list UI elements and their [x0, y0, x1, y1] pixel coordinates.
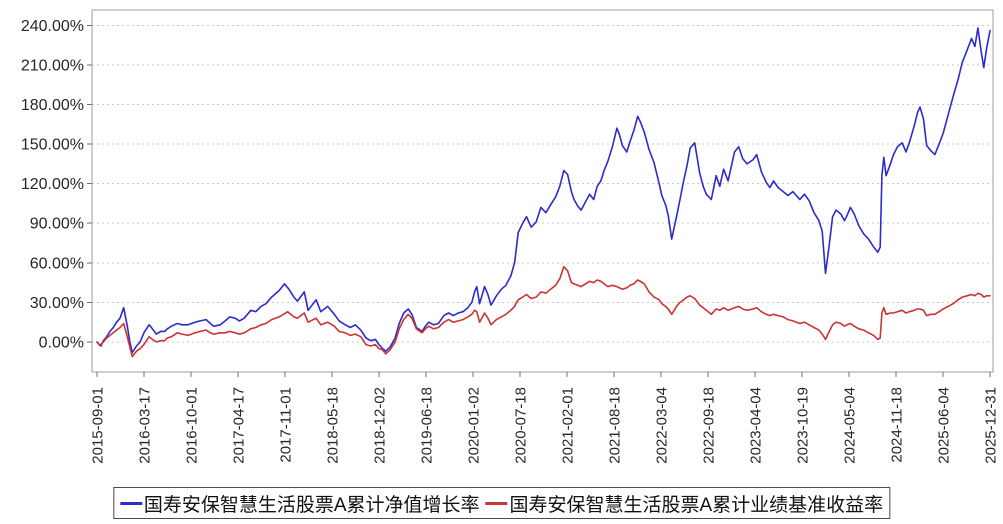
- y-axis-tick-label: 210.00%: [21, 57, 84, 74]
- y-axis-tick-label: 120.00%: [21, 176, 84, 193]
- y-axis-tick-label: 60.00%: [30, 255, 84, 272]
- y-axis-tick-label: 0.00%: [39, 335, 84, 352]
- x-axis-tick-label: 2015-09-01: [90, 387, 107, 464]
- legend-label-nav-growth: 国寿安保智慧生活股票A累计净值增长率: [143, 494, 480, 516]
- legend-line-sample-red: [485, 501, 508, 505]
- x-axis-tick-label: 2024-11-18: [889, 387, 906, 463]
- legend-item-benchmark: 国寿安保智慧生活股票A累计业绩基准收益率: [485, 490, 884, 517]
- x-axis-tick-label: 2020-07-18: [513, 387, 530, 464]
- x-axis-tick-label: 2025-06-04: [936, 387, 953, 464]
- y-axis-tick-label: 150.00%: [21, 137, 84, 154]
- x-axis-tick-label: 2017-04-17: [231, 387, 248, 464]
- legend-item-nav-growth: 国寿安保智慧生活股票A累计净值增长率: [119, 490, 480, 517]
- x-axis-tick-label: 2018-05-18: [325, 387, 342, 464]
- y-axis-tick-label: 30.00%: [30, 295, 84, 312]
- x-axis-tick-label: 2016-10-01: [184, 387, 201, 464]
- x-axis-tick-label: 2023-10-19: [795, 387, 812, 464]
- x-axis-tick-label: 2019-06-18: [419, 387, 436, 464]
- chart-plot-area: 0.00% 30.00% 60.00% 90.00% 120.00% 150.00% 180…: [21, 9, 1000, 464]
- legend-line-sample-blue: [119, 501, 142, 505]
- x-axis-tick-label: 2018-12-02: [372, 387, 389, 464]
- x-axis-tick-label: 2025-12-31: [983, 387, 1000, 464]
- chart-legend: 国寿安保智慧生活股票A累计净值增长率 国寿安保智慧生活股票A累计业绩基准收益率: [112, 487, 891, 519]
- y-axis-tick-label: 240.00%: [21, 18, 84, 35]
- x-axis-tick-label: 2022-03-04: [654, 387, 671, 464]
- plot-border: [91, 9, 994, 373]
- x-axis-tick-label: 2022-09-18: [701, 387, 718, 464]
- series-line-nav-growth: [96, 27, 991, 354]
- x-axis-tick-label: 2016-03-17: [137, 387, 154, 464]
- x-axis-tick-label: 2024-05-04: [842, 387, 859, 464]
- x-axis-tick-label: 2023-04-04: [748, 387, 765, 464]
- x-axis-tick-label: 2020-01-02: [466, 387, 483, 464]
- y-axis-tick-label: 180.00%: [21, 97, 84, 114]
- y-axis-tick-label: 90.00%: [30, 216, 84, 233]
- x-axis-tick-label: 2021-08-18: [607, 387, 624, 464]
- x-axis-tick-label: 2017-11-01: [278, 387, 295, 463]
- x-axis-tick-label: 2021-02-01: [560, 387, 577, 464]
- series-line-benchmark: [96, 265, 991, 358]
- legend-label-benchmark: 国寿安保智慧生活股票A累计业绩基准收益率: [509, 494, 884, 516]
